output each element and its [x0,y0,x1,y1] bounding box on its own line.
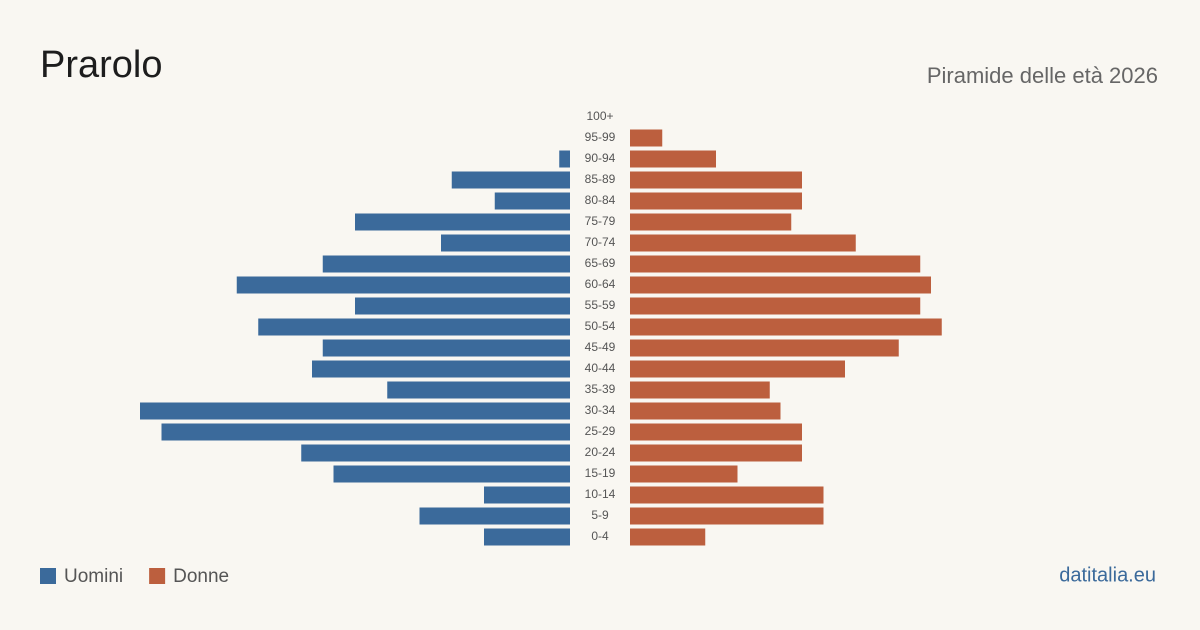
bar-female [630,150,716,168]
bar-male [559,150,570,168]
bar-male [140,402,570,420]
age-label: 95-99 [585,130,616,144]
age-label: 30-34 [585,403,616,417]
bar-female [630,444,802,462]
bar-female [630,234,856,252]
chart-subtitle: Piramide delle età 2026 [927,63,1158,88]
bar-male [419,507,570,525]
age-label: 10-14 [585,487,616,501]
bar-female [630,528,706,546]
chart-title: Prarolo [40,44,163,86]
bar-male [484,486,570,504]
bar-female [630,276,931,294]
age-label: 90-94 [585,151,616,165]
bar-female [630,192,802,210]
bar-female [630,213,792,231]
bar-female [630,297,921,315]
bar-female [630,255,921,273]
bar-male [161,423,570,441]
bar-female [630,339,899,357]
bar-female [630,129,663,147]
bar-male [355,213,570,231]
legend-swatch [40,568,56,584]
age-label: 40-44 [585,361,616,375]
bar-male [451,171,570,189]
bar-female [630,486,824,504]
legend-label: Uomini [64,566,123,587]
bar-male [441,234,570,252]
age-label: 50-54 [585,319,616,333]
age-label: 15-19 [585,466,616,480]
age-label: 20-24 [585,445,616,459]
source-link[interactable]: datitalia.eu [1059,564,1156,586]
bar-female [630,507,824,525]
bar-male [494,192,570,210]
age-label: 55-59 [585,298,616,312]
age-label: 0-4 [591,529,609,543]
age-label: 100+ [586,109,613,123]
bar-male [322,255,570,273]
age-label: 70-74 [585,235,616,249]
age-label: 60-64 [585,277,616,291]
age-label: 25-29 [585,424,616,438]
bar-male [301,444,570,462]
age-label: 65-69 [585,256,616,270]
bar-female [630,318,942,336]
legend-swatch [149,568,166,584]
bar-male [322,339,570,357]
bar-male [355,297,570,315]
age-label: 45-49 [585,340,616,354]
bar-male [312,360,570,378]
bar-male [387,381,570,399]
bar-female [630,360,845,378]
bar-male [484,528,570,546]
age-label: 80-84 [585,193,616,207]
age-label: 35-39 [585,382,616,396]
legend-label: Donne [173,566,229,587]
bar-female [630,423,802,441]
bar-female [630,402,781,420]
bar-female [630,381,770,399]
age-label: 5-9 [591,508,609,522]
bar-female [630,171,802,189]
bar-male [236,276,570,294]
bar-male [333,465,570,483]
bar-male [258,318,570,336]
bar-female [630,465,738,483]
age-label: 75-79 [585,214,616,228]
age-label: 85-89 [585,172,616,186]
